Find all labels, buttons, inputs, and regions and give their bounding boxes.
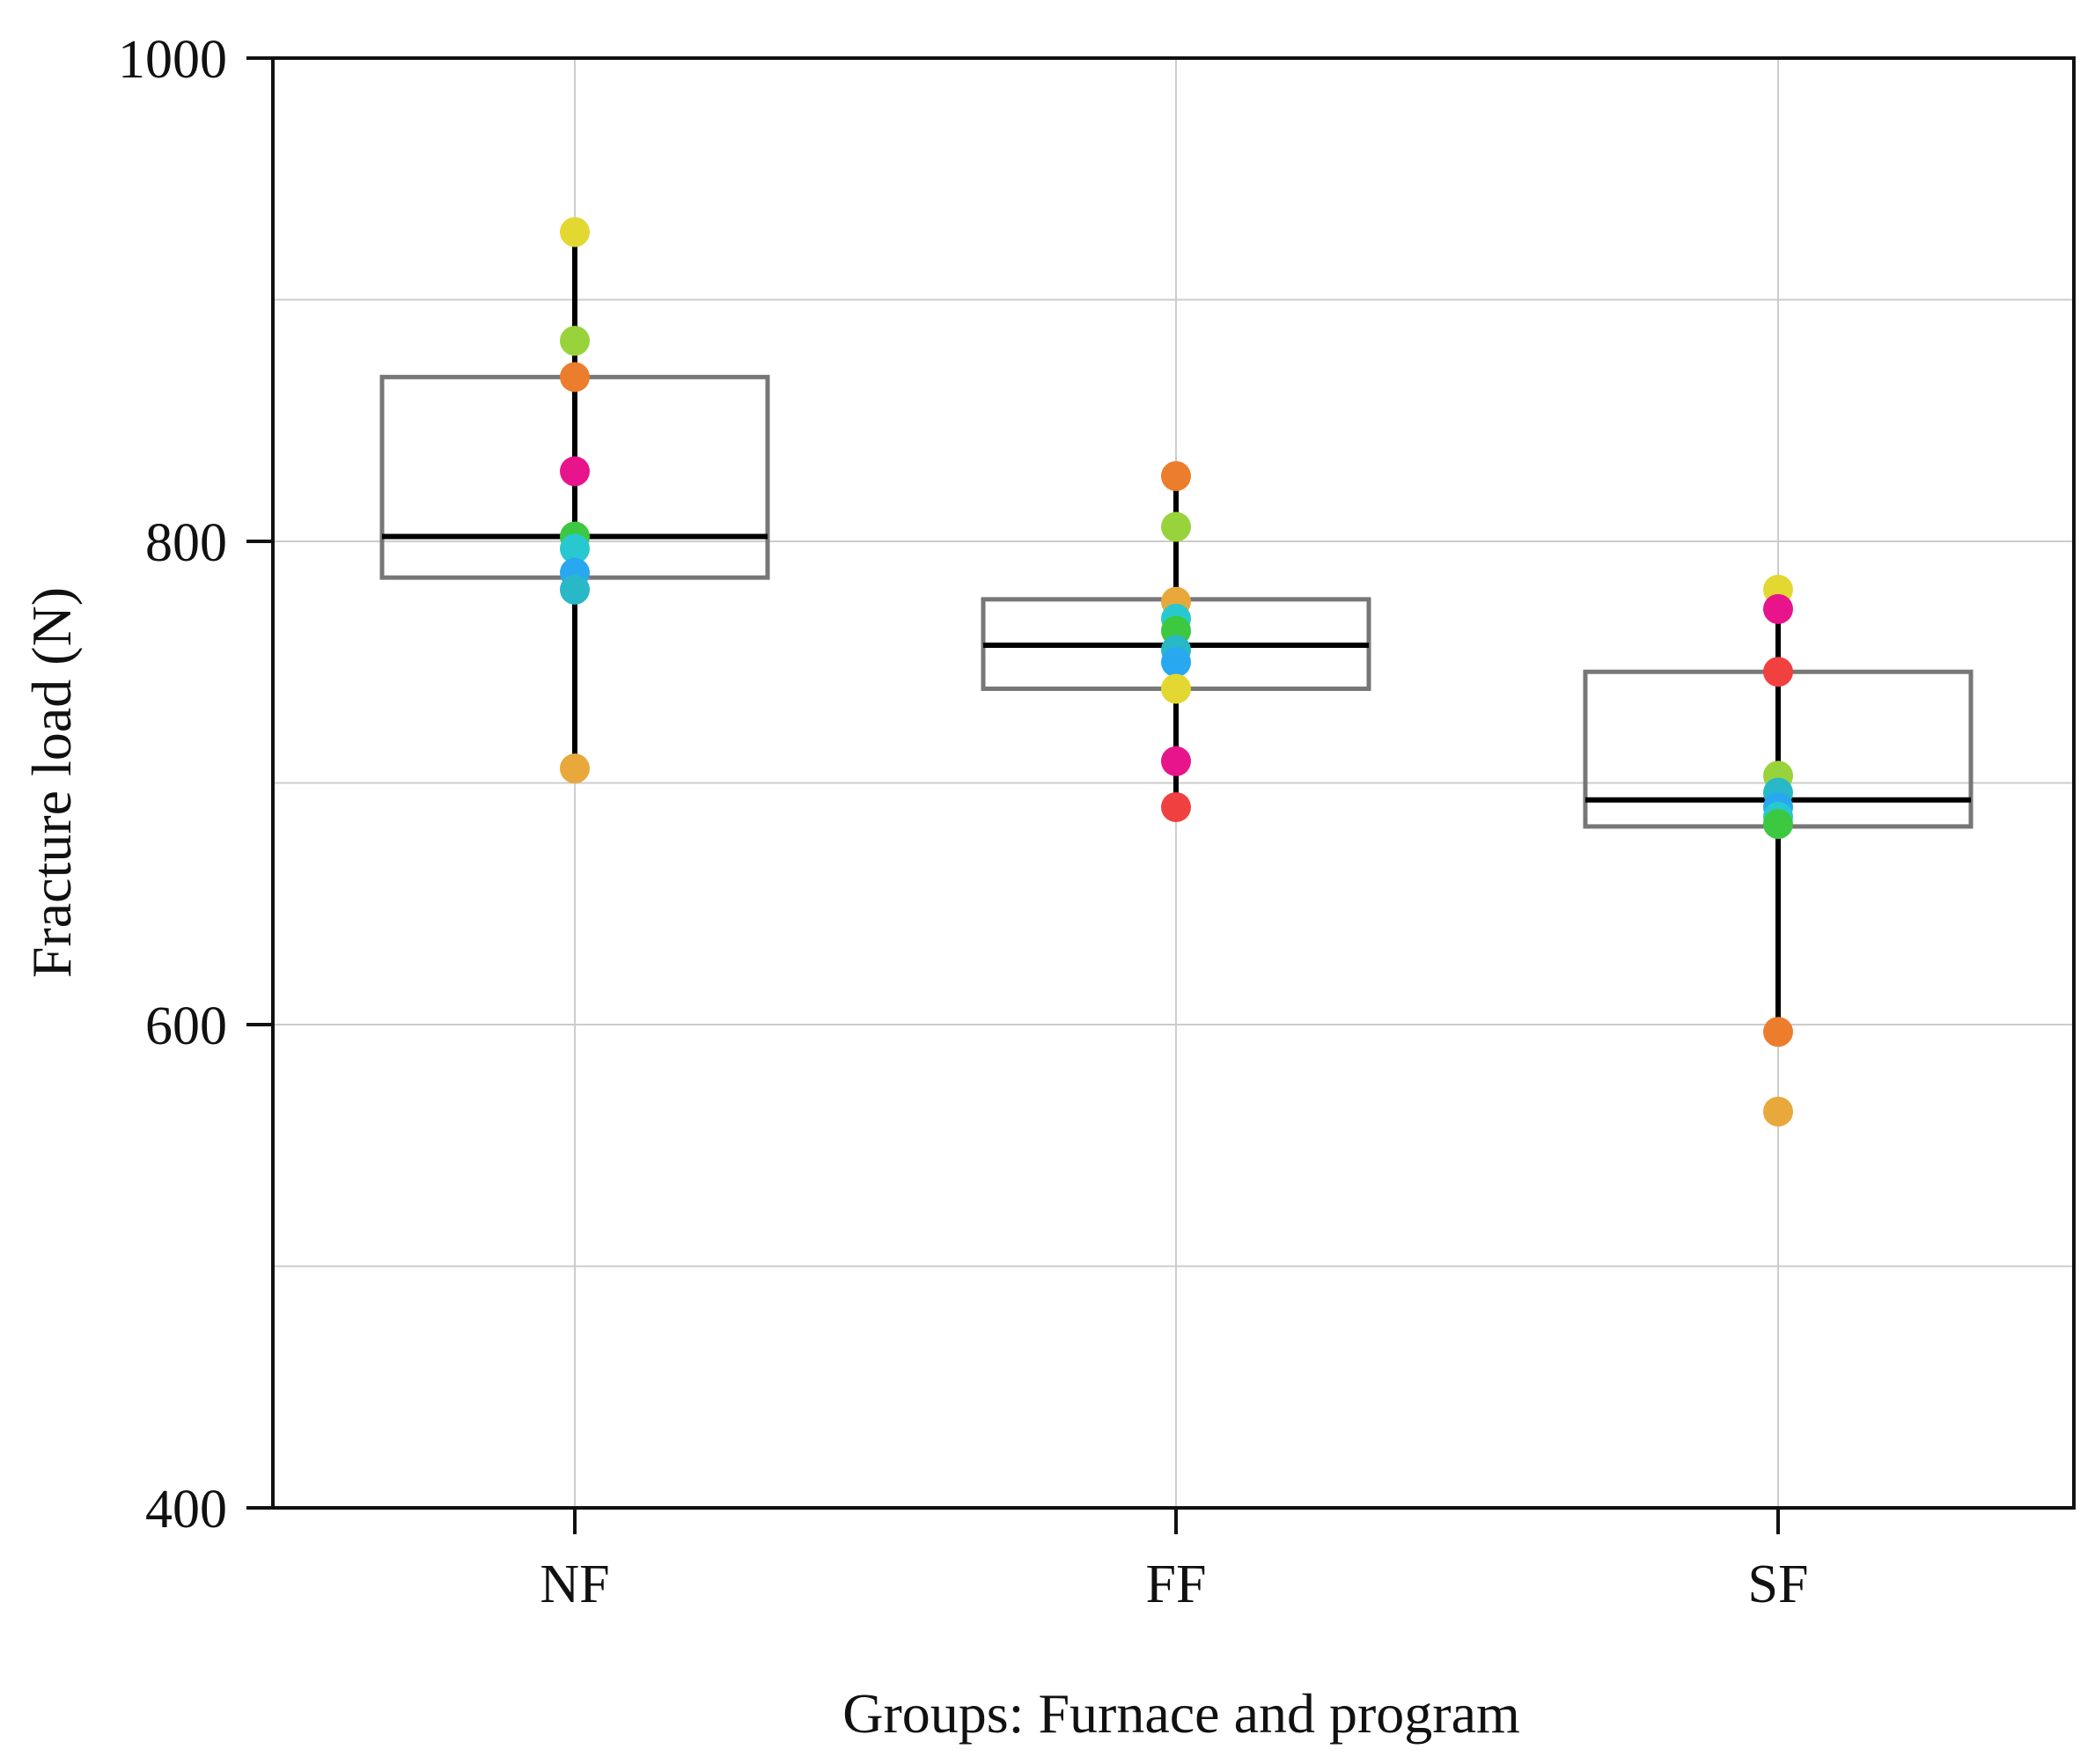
data-point xyxy=(1161,791,1191,822)
data-point xyxy=(1161,460,1191,491)
data-point xyxy=(560,533,590,564)
data-point xyxy=(560,753,590,784)
data-point xyxy=(1763,593,1793,624)
data-point xyxy=(1161,511,1191,542)
data-point xyxy=(1763,1017,1793,1047)
data-point xyxy=(1161,746,1191,776)
y-tick-label: 800 xyxy=(145,513,227,573)
data-point xyxy=(560,326,590,356)
data-point xyxy=(560,456,590,487)
data-point xyxy=(560,362,590,393)
box-nf xyxy=(379,232,770,769)
x-tick-label: NF xyxy=(540,1555,609,1614)
data-point xyxy=(560,217,590,247)
x-axis-title: Groups: Furnace and program xyxy=(842,1682,1520,1745)
x-tick-label: FF xyxy=(1146,1555,1207,1614)
y-tick-label: 400 xyxy=(145,1480,227,1540)
y-tick-label: 1000 xyxy=(118,30,227,90)
data-points xyxy=(560,217,1793,1127)
axes: 400 600 800 1000 NF FF SF xyxy=(118,30,1808,1614)
plot-frame xyxy=(271,56,2076,1510)
data-point xyxy=(560,574,590,605)
y-axis-title: Fracture load (N) xyxy=(20,587,83,978)
data-point xyxy=(1763,657,1793,687)
x-tick-label: SF xyxy=(1748,1555,1809,1614)
data-point xyxy=(1763,1096,1793,1127)
data-point xyxy=(1161,647,1191,678)
y-tick-label: 600 xyxy=(145,996,227,1056)
data-point xyxy=(1161,673,1191,704)
data-point xyxy=(1763,809,1793,840)
